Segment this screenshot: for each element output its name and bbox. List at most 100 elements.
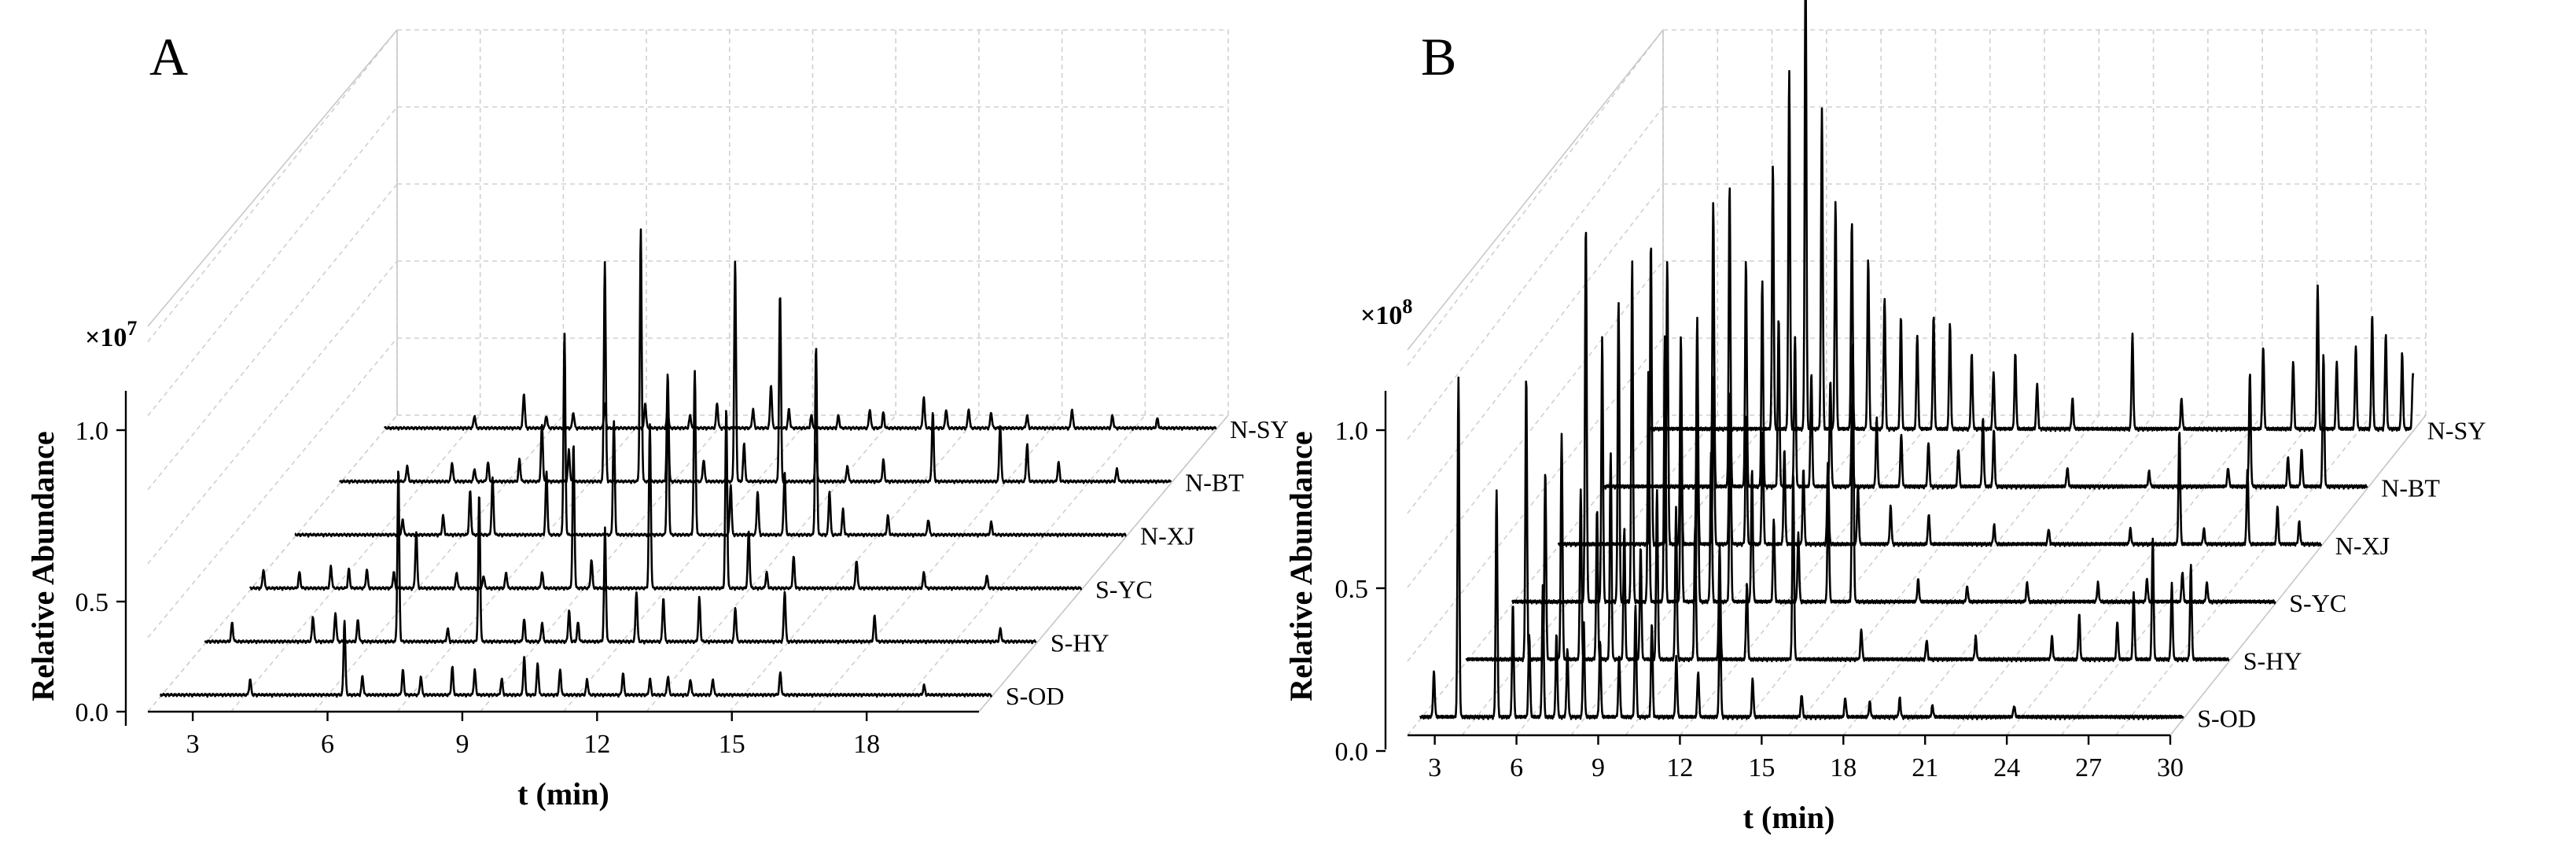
- floor-gridline: [1842, 414, 2099, 736]
- y-multiplier-exponent: 8: [1402, 295, 1412, 318]
- y-tick-label: 0.0: [75, 698, 109, 727]
- side-wall-gridline: [147, 183, 398, 491]
- x-tick-label: 21: [1912, 753, 1938, 782]
- panel-b-chart: 3 6 9 12 15 18 21 24 27 30 0.0 0.5 1.0 N-SY N-BT N-XJ S-…: [1283, 0, 2486, 835]
- axes: 3 6 9 12 15 18 21 24 27 30 0.0 0.5 1.0: [1335, 391, 2184, 782]
- floor-gridline: [2115, 414, 2372, 736]
- series-label-s-yc: S-YC: [2289, 589, 2346, 617]
- floor-gridline: [313, 414, 565, 712]
- side-wall-gridline: [1407, 106, 1664, 440]
- series-trace-s-hy: [204, 470, 1037, 645]
- x-tick-label: 15: [1748, 753, 1775, 782]
- series-trace-s-od: [1419, 376, 2184, 720]
- floor-gridline: [1625, 414, 1882, 736]
- series-label-s-yc: S-YC: [1095, 575, 1153, 603]
- side-wall-gridline: [1407, 183, 1664, 514]
- floor-gridline: [1952, 414, 2209, 736]
- x-tick-label: 27: [2075, 753, 2102, 782]
- floor-gridline: [729, 414, 980, 712]
- floor-gridline: [895, 414, 1146, 712]
- panel-a-chart: 3 6 9 12 15 18 0.0 0.5 1.0 N-SY N-BT N-XJ S-YC S-HY S-…: [25, 27, 1289, 812]
- y-axis-title: Relative Abundance: [1283, 431, 1319, 701]
- panel-labels: At (min) Relative Abundance ×107: [25, 27, 609, 812]
- x-tick-label: 9: [455, 730, 469, 759]
- x-axis-title: t (min): [1743, 800, 1835, 835]
- gridlines: [1407, 29, 2427, 736]
- floor-gridline: [562, 414, 814, 712]
- series-label-s-od: S-OD: [2197, 705, 2256, 733]
- y-multiplier: ×108: [1360, 295, 1412, 330]
- y-tick-label: 0.0: [1335, 738, 1369, 767]
- x-tick-label: 6: [1510, 753, 1523, 782]
- floor-gridline: [646, 414, 896, 712]
- series-trace-s-od: [159, 620, 993, 698]
- series-trace-s-hy: [1465, 380, 2230, 663]
- y-multiplier-base: ×10: [85, 323, 127, 352]
- series-trace-s-yc: [248, 410, 1083, 591]
- floor-gridline: [1734, 414, 1991, 736]
- gridlines: [147, 29, 1229, 712]
- series-label-s-hy: S-HY: [2243, 646, 2302, 675]
- series-trace-n-xj: [1557, 247, 2323, 547]
- chromatogram-traces: N-SY N-BT N-XJ S-YC S-HY S-OD: [1419, 0, 2486, 733]
- floor-right-edge: [2169, 414, 2427, 736]
- side-wall-top-edge: [1407, 29, 1664, 351]
- x-tick-label: 3: [186, 730, 200, 759]
- floor-gridline: [811, 414, 1063, 712]
- x-tick-label: 18: [1830, 753, 1857, 782]
- series-trace-s-yc: [1511, 231, 2276, 605]
- chromatogram-traces: N-SY N-BT N-XJ S-YC S-HY S-OD: [159, 228, 1289, 710]
- side-wall-gridline: [1407, 29, 1664, 366]
- series-label-n-xj: N-XJ: [2335, 532, 2390, 560]
- side-wall-gridline: [147, 29, 398, 343]
- x-tick-label: 9: [1592, 753, 1605, 782]
- series-trace-n-sy: [1649, 0, 2415, 433]
- side-wall-gridline: [147, 260, 398, 565]
- y-tick-label: 1.0: [1335, 417, 1369, 446]
- x-tick-label: 15: [719, 730, 745, 759]
- floor-gridline: [147, 414, 398, 712]
- series-label-n-sy: N-SY: [2427, 416, 2486, 444]
- side-wall-top-edge: [147, 29, 398, 327]
- panel-labels: Bt (min) Relative Abundance ×108: [1283, 27, 1834, 835]
- floor-right-edge: [978, 414, 1229, 712]
- floor-gridline: [1788, 414, 2045, 736]
- floor-gridline: [230, 414, 481, 712]
- x-axis-title: t (min): [517, 776, 609, 812]
- series-label-n-bt: N-BT: [2381, 474, 2440, 502]
- series-label-n-xj: N-XJ: [1140, 522, 1194, 550]
- y-multiplier-exponent: 7: [127, 317, 137, 340]
- series-label-s-od: S-OD: [1006, 682, 1065, 710]
- panel-letter: B: [1421, 27, 1456, 87]
- y-multiplier-base: ×10: [1360, 301, 1402, 330]
- side-wall-gridline: [147, 337, 398, 639]
- series-trace-n-xj: [294, 333, 1127, 538]
- y-multiplier: ×107: [85, 317, 137, 352]
- y-tick-label: 1.0: [75, 417, 109, 446]
- x-tick-label: 18: [853, 730, 880, 759]
- x-tick-label: 30: [2157, 753, 2184, 782]
- floor-gridline: [2006, 414, 2263, 736]
- floor-gridline: [2060, 414, 2318, 736]
- floor-gridline: [1461, 414, 1718, 736]
- floor-gridline: [1679, 414, 1937, 736]
- x-tick-label: 12: [583, 730, 610, 759]
- series-trace-n-sy: [384, 385, 1217, 431]
- x-tick-label: 12: [1666, 753, 1693, 782]
- series-label-s-hy: S-HY: [1051, 628, 1110, 657]
- series-label-n-bt: N-BT: [1185, 469, 1244, 497]
- x-tick-label: 24: [1993, 753, 2020, 782]
- y-tick-label: 0.5: [1335, 575, 1369, 604]
- panel-letter: A: [149, 27, 188, 87]
- y-tick-label: 0.5: [75, 588, 109, 617]
- axes: 3 6 9 12 15 18 0.0 0.5 1.0: [75, 391, 979, 759]
- x-tick-label: 3: [1428, 753, 1441, 782]
- floor-gridline: [396, 414, 647, 712]
- series-label-n-sy: N-SY: [1230, 415, 1289, 444]
- side-wall-gridline: [147, 106, 398, 417]
- y-axis-title: Relative Abundance: [25, 431, 61, 701]
- series-trace-n-bt: [338, 228, 1172, 484]
- x-tick-label: 6: [321, 730, 334, 759]
- floor-gridline: [1897, 414, 2155, 736]
